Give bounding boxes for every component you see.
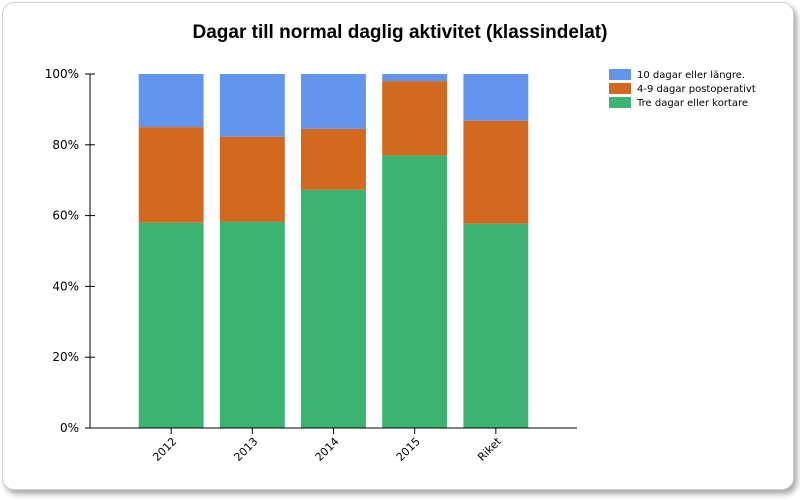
y-tick-label-5: 100% <box>45 67 79 81</box>
bar-2014-series-0 <box>301 189 366 428</box>
bar-2012-series-2 <box>138 74 204 128</box>
legend-label-1: 4-9 dagar postoperativt <box>637 84 756 95</box>
x-tick-label-2015: 2015 <box>394 435 423 464</box>
bars-group <box>138 74 529 428</box>
bar-2015-series-2 <box>382 74 448 82</box>
chart-title: Dagar till normal daglig aktivitet (klas… <box>192 22 608 43</box>
x-tick-label-2013: 2013 <box>231 435 260 464</box>
x-tick-label-Riket: Riket <box>475 434 504 463</box>
x-tick-label-2012: 2012 <box>150 435 179 464</box>
bar-2015-series-1 <box>382 81 448 156</box>
bar-2014-series-2 <box>301 74 366 129</box>
legend: 10 dagar eller längre. 4-9 dagar postoper… <box>609 69 756 109</box>
bar-Riket-series-2 <box>463 74 529 121</box>
y-tick-label-3: 60% <box>52 209 79 223</box>
bar-Riket-series-0 <box>463 223 529 428</box>
y-tick-label-4: 80% <box>52 138 79 152</box>
legend-label-2: 10 dagar eller längre. <box>637 70 745 81</box>
legend-swatch-2 <box>609 69 631 80</box>
y-tick-label-2: 40% <box>52 279 79 293</box>
legend-label-0: Tre dagar eller kortare <box>636 98 748 109</box>
y-tick-label-0: 0% <box>60 421 79 435</box>
bar-Riket-series-1 <box>463 120 529 224</box>
x-tick-label-2014: 2014 <box>313 435 342 464</box>
bar-2012-series-1 <box>138 127 204 223</box>
bar-2013-series-1 <box>219 136 285 222</box>
bar-2013-series-0 <box>219 221 285 428</box>
y-tick-label-1: 20% <box>52 350 79 364</box>
bar-2013-series-2 <box>219 74 285 137</box>
bar-2012-series-0 <box>138 222 204 428</box>
legend-swatch-0 <box>609 97 631 108</box>
bar-2015-series-0 <box>382 155 448 428</box>
legend-swatch-1 <box>609 83 631 94</box>
bar-2014-series-1 <box>301 128 366 190</box>
